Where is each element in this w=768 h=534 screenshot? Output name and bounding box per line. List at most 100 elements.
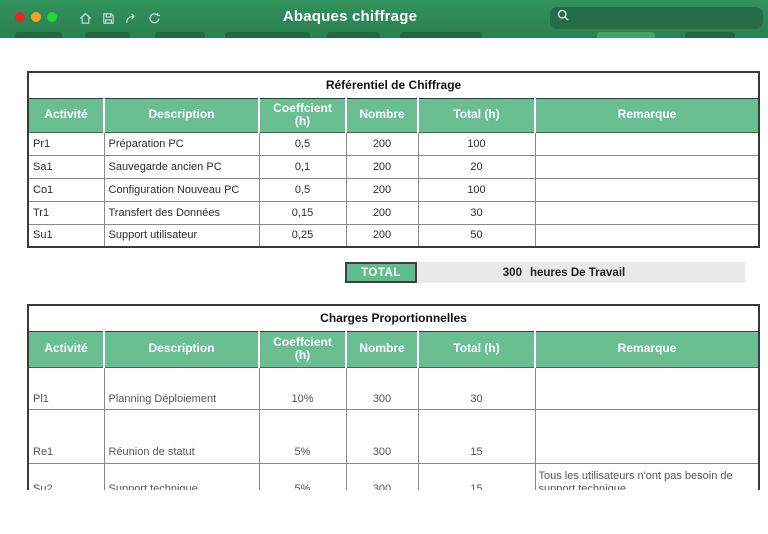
- total-value: 300: [502, 266, 522, 279]
- table-cell: 200: [345, 154, 419, 179]
- table-row: Pr1 Préparation PC 0,5 200 100: [27, 131, 760, 156]
- column-header-coefficient: Coeffcient (h): [258, 331, 346, 368]
- table-cell: Support utilisateur: [103, 223, 260, 248]
- search-icon: [557, 9, 570, 27]
- table-cell: 200: [345, 131, 419, 156]
- table-cell: 0,5: [258, 177, 347, 202]
- table-cell: 100: [417, 177, 536, 202]
- table-cell: Pl1: [27, 366, 105, 410]
- table-title: Référentiel de Chiffrage: [28, 72, 760, 99]
- column-header-description: Description: [103, 98, 259, 133]
- table-cell: Support technique: [103, 462, 260, 490]
- column-header-description: Description: [103, 331, 259, 368]
- table-cell: 0,5: [258, 131, 347, 156]
- table-cell: Préparation PC: [103, 131, 260, 156]
- column-header-activite: Activité: [28, 331, 104, 368]
- column-header-remarque: Remarque: [533, 331, 760, 368]
- table-row: Su1 Support utilisateur 0,25 200 50: [27, 223, 760, 248]
- table-cell: 50: [417, 223, 536, 248]
- table-row: Tr1 Transfert des Données 0,15 200 30: [27, 200, 760, 225]
- share-icon[interactable]: [124, 11, 139, 26]
- column-header-remarque: Remarque: [533, 98, 760, 133]
- table-row: Su2 Support technique 5% 300 15 Tous les…: [27, 462, 760, 490]
- table-cell: Tr1: [27, 200, 105, 225]
- sheet-tab[interactable]: [685, 32, 735, 38]
- total-unit: heures De Travail: [529, 266, 626, 279]
- table-cell: 200: [345, 177, 419, 202]
- save-icon[interactable]: [101, 11, 116, 26]
- total-bar: 300 heures De Travail: [417, 262, 745, 283]
- sheet-tab[interactable]: [85, 32, 130, 38]
- table-title: Charges Proportionnelles: [28, 305, 760, 332]
- table-cell: 20: [417, 154, 536, 179]
- table-cell: 200: [345, 223, 419, 248]
- column-header-coefficient: Coeffcient (h): [258, 98, 346, 133]
- home-icon[interactable]: [78, 11, 93, 26]
- column-header-nombre: Nombre: [345, 98, 418, 133]
- table-cell: Configuration Nouveau PC: [103, 177, 260, 202]
- table-cell: Su1: [27, 223, 105, 248]
- table-cell: 30: [417, 366, 536, 410]
- app-title: Abaques chiffrage: [282, 8, 418, 25]
- sheet-content: Référentiel de Chiffrage Activité Descri…: [0, 38, 768, 490]
- table-row: Re1 Réunion de statut 5% 300 15: [27, 408, 760, 464]
- table-cell: 200: [345, 200, 419, 225]
- table-cell: Réunion de statut: [103, 408, 260, 464]
- column-header-activite: Activité: [28, 98, 104, 133]
- table-row: Co1 Configuration Nouveau PC 0,5 200 100: [27, 177, 760, 202]
- column-header-total: Total (h): [417, 331, 535, 368]
- search-input[interactable]: [575, 12, 756, 24]
- table-row: Pl1 Planning Déploiement 10% 300 30: [27, 366, 760, 410]
- table-cell: 300: [345, 366, 419, 410]
- table-cell: Pr1: [27, 131, 105, 156]
- sheet-tab[interactable]: [225, 32, 310, 38]
- table-header-row: Activité Description Coeffcient (h) Nomb…: [28, 331, 760, 368]
- minimize-button[interactable]: [31, 12, 41, 22]
- table-cell: 15: [417, 408, 536, 464]
- table-row: Sa1 Sauvegarde ancien PC 0,1 200 20: [27, 154, 760, 179]
- table-cell: 300: [345, 408, 419, 464]
- table-cell: 0,25: [258, 223, 347, 248]
- sheet-tab[interactable]: [15, 32, 62, 38]
- table-cell: [534, 131, 760, 156]
- column-header-total: Total (h): [417, 98, 535, 133]
- table-cell: [534, 223, 760, 248]
- column-header-nombre: Nombre: [345, 331, 418, 368]
- table-cell: 5%: [258, 462, 347, 490]
- sheet-tab[interactable]: [155, 32, 205, 38]
- table-cell: Su2: [27, 462, 105, 490]
- table-cell: Sauvegarde ancien PC: [103, 154, 260, 179]
- table-cell: Planning Déploiement: [103, 366, 260, 410]
- table-cell: 100: [417, 131, 536, 156]
- table-referentiel-chiffrage: Référentiel de Chiffrage Activité Descri…: [27, 71, 761, 248]
- total-badge: TOTAL: [345, 262, 417, 283]
- table-cell: [534, 366, 760, 410]
- search-bar[interactable]: [550, 7, 763, 29]
- app-header-bar: Abaques chiffrage: [0, 0, 768, 38]
- sheet-tab[interactable]: [327, 32, 380, 38]
- table-cell: Co1: [27, 177, 105, 202]
- table-cell: 30: [417, 200, 536, 225]
- table-cell: 300: [345, 462, 419, 490]
- table-cell: [534, 177, 760, 202]
- maximize-button[interactable]: [47, 12, 57, 22]
- table-cell: 0,1: [258, 154, 347, 179]
- table-cell: 0,15: [258, 200, 347, 225]
- table-cell: Sa1: [27, 154, 105, 179]
- toolbar: [78, 11, 162, 26]
- table-cell: Tous les utilisateurs n'ont pas besoin d…: [534, 462, 760, 490]
- table-cell: 5%: [258, 408, 347, 464]
- table-cell: Re1: [27, 408, 105, 464]
- traffic-lights: [15, 12, 57, 22]
- close-button[interactable]: [15, 12, 25, 22]
- sheet-tab-active[interactable]: [597, 32, 655, 38]
- refresh-icon[interactable]: [147, 11, 162, 26]
- table-header-row: Activité Description Coeffcient (h) Nomb…: [28, 98, 760, 133]
- table-cell: Transfert des Données: [103, 200, 260, 225]
- sheet-tab[interactable]: [400, 32, 482, 38]
- table-cell: 10%: [258, 366, 347, 410]
- table-cell: [534, 200, 760, 225]
- table-charges-proportionnelles: Charges Proportionnelles Activité Descri…: [27, 304, 761, 490]
- table-cell: 15: [417, 462, 536, 490]
